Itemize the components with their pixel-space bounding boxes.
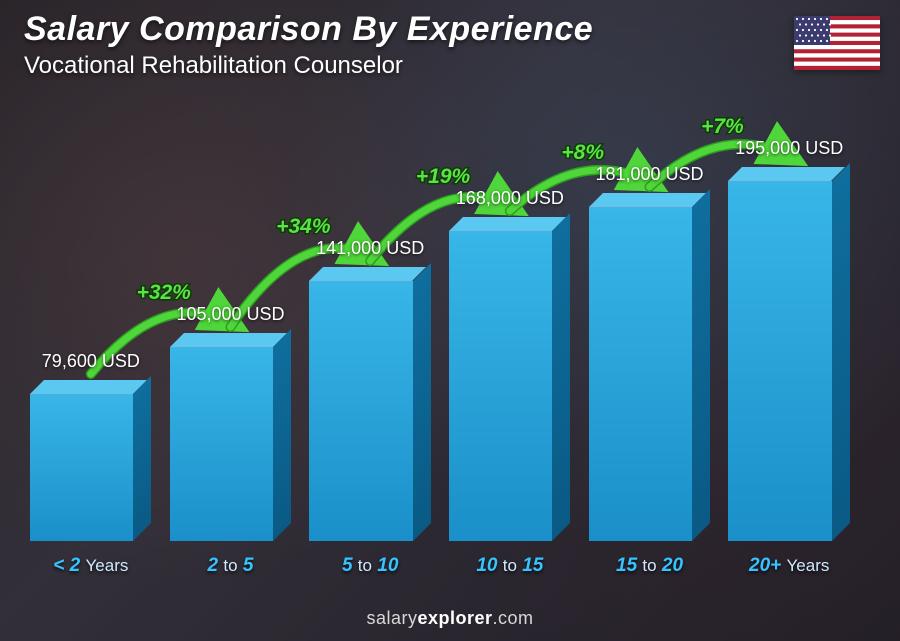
bar-top-face — [728, 167, 845, 181]
x-label-4: 15 to 20 — [589, 555, 711, 577]
bar-side-face — [413, 263, 431, 541]
us-flag-icon — [794, 16, 880, 70]
bar-5: 195,000 USD — [728, 121, 850, 541]
x-axis-labels: < 2 Years 2 to 5 5 to 10 10 to 15 15 to 20 20… — [30, 555, 850, 577]
bar-value-label: 181,000 USD — [570, 164, 730, 185]
bar-front-face — [589, 207, 692, 541]
x-label-5: 20+ Years — [728, 555, 850, 577]
x-label-0: < 2 Years — [30, 555, 152, 577]
chart-title: Salary Comparison By Experience — [24, 10, 593, 49]
bar-top-face — [449, 217, 566, 231]
bar-value-label: 195,000 USD — [709, 138, 869, 159]
bar-4: 181,000 USD — [589, 121, 711, 541]
x-label-1: 2 to 5 — [170, 555, 292, 577]
bar-0: 79,600 USD — [30, 121, 152, 541]
bar-value-label: 168,000 USD — [430, 188, 590, 209]
bar-side-face — [552, 213, 570, 541]
bar-top-face — [30, 380, 147, 394]
footer-prefix: salary — [366, 608, 417, 628]
infographic-stage: Salary Comparison By Experience Vocation… — [0, 0, 900, 641]
bar-side-face — [692, 189, 710, 541]
chart-subtitle: Vocational Rehabilitation Counselor — [24, 52, 403, 80]
bar-top-face — [589, 193, 706, 207]
bar-front-face — [309, 281, 412, 541]
bar-front-face — [170, 347, 273, 541]
x-label-3: 10 to 15 — [449, 555, 571, 577]
bar-1: 105,000 USD — [170, 121, 292, 541]
bar-chart: +32%+34%+19%+8%+7% 79,600 USD105,000 USD… — [30, 110, 850, 571]
footer-suffix: .com — [493, 608, 534, 628]
footer-attribution: salaryexplorer.com — [0, 608, 900, 629]
bar-front-face — [728, 181, 831, 541]
bar-value-label: 141,000 USD — [290, 238, 450, 259]
bar-3: 168,000 USD — [449, 121, 571, 541]
bar-side-face — [133, 376, 151, 541]
bar-top-face — [170, 333, 287, 347]
bar-side-face — [832, 163, 850, 541]
bar-value-label: 79,600 USD — [11, 351, 171, 372]
bar-2: 141,000 USD — [309, 121, 431, 541]
bar-side-face — [273, 329, 291, 541]
bars-container: 79,600 USD105,000 USD141,000 USD168,000 … — [30, 121, 850, 541]
bar-value-label: 105,000 USD — [151, 304, 311, 325]
bar-front-face — [449, 231, 552, 541]
bar-front-face — [30, 394, 133, 541]
x-label-2: 5 to 10 — [309, 555, 431, 577]
bar-top-face — [309, 267, 426, 281]
footer-bold: explorer — [417, 608, 492, 628]
